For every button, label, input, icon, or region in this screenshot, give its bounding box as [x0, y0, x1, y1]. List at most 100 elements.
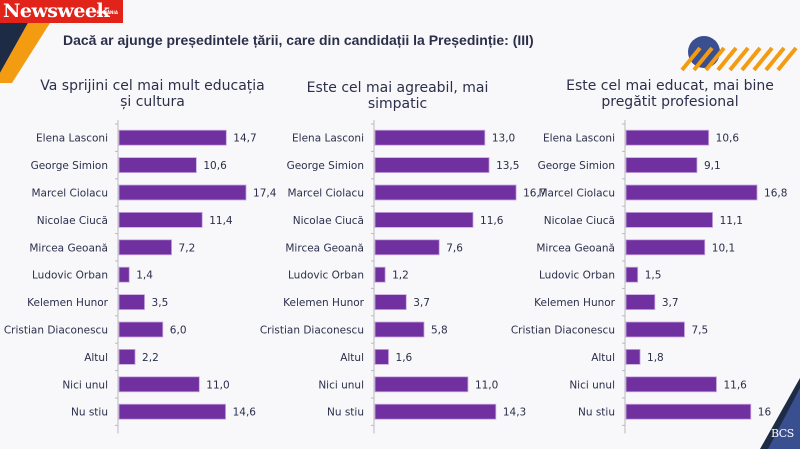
circle-stripes-decoration	[680, 36, 798, 72]
bar	[118, 376, 200, 393]
chart-educated: Elena Lasconi 10,6 George Simion 9,1 Marcel …	[511, 120, 787, 434]
category-label: George Simion	[287, 160, 364, 172]
newsweek-logo-text: Newsweek	[3, 0, 110, 22]
category-label: Cristian Diaconescu	[511, 325, 615, 337]
bar	[118, 157, 197, 173]
value-label: 7,2	[179, 242, 196, 254]
bar	[374, 321, 425, 338]
category-label: Marcel Ciolacu	[538, 188, 615, 200]
category-label: Nicolae Ciucă	[37, 215, 108, 227]
bar	[374, 129, 486, 146]
value-label: 11,6	[723, 379, 747, 391]
category-label: Mircea Geoană	[285, 242, 364, 254]
corner-stripes-decoration	[0, 23, 50, 83]
category-label: Kelemen Hunor	[283, 297, 365, 309]
value-label: 16,8	[764, 188, 787, 200]
bar	[625, 294, 656, 311]
value-label: 11,0	[475, 379, 498, 391]
value-label: 14,6	[233, 407, 257, 419]
category-label: Nu stiu	[578, 407, 615, 419]
bar	[625, 376, 717, 393]
category-label: Ludovic Orban	[32, 270, 108, 282]
bar	[374, 294, 407, 311]
chart-1-title-line-2: și cultura	[120, 94, 185, 110]
value-label: 14,3	[503, 407, 526, 419]
chart-1-title-line-1: Va sprijini cel mai mult educația	[40, 78, 265, 94]
bar	[625, 157, 698, 173]
value-label: 1,8	[647, 352, 664, 364]
bcs-logo: BCS	[771, 427, 794, 440]
value-label: 2,2	[142, 352, 159, 364]
value-label: 17,4	[253, 188, 277, 200]
bar	[625, 348, 641, 365]
bar	[118, 239, 172, 256]
bar	[118, 129, 227, 146]
value-label: 6,0	[170, 325, 187, 337]
bar	[118, 184, 247, 201]
chart-2-title: Este cel mai agreabil, mai simpatic	[290, 80, 505, 112]
value-label: 1,2	[392, 270, 409, 282]
bar	[374, 212, 474, 228]
bar	[118, 348, 136, 365]
category-label: George Simion	[538, 160, 615, 172]
category-label: Cristian Diaconescu	[260, 325, 364, 337]
newsweek-logo: Newsweek ROMÂNIA	[0, 0, 123, 23]
bar	[625, 212, 713, 228]
category-label: Marcel Ciolacu	[287, 188, 364, 200]
bar	[374, 184, 517, 201]
bar	[118, 403, 226, 420]
corner-triangle-decoration	[760, 378, 800, 449]
bar	[118, 266, 130, 283]
bar	[625, 403, 752, 420]
value-label: 11,1	[720, 215, 743, 227]
category-label: Cristian Diaconescu	[4, 325, 108, 337]
category-label: Elena Lasconi	[543, 133, 615, 145]
category-label: Kelemen Hunor	[534, 297, 616, 309]
value-label: 1,6	[396, 352, 413, 364]
value-label: 16,7	[523, 188, 546, 200]
chart-agreeable: Elena Lasconi 13,0 George Simion 13,5 Marcel…	[260, 120, 547, 434]
chart-1-title: Va sprijini cel mai mult educația și cul…	[30, 78, 275, 110]
category-label: George Simion	[31, 160, 108, 172]
value-label: 5,8	[431, 325, 448, 337]
category-label: Nicolae Ciucă	[544, 215, 615, 227]
bar	[118, 294, 145, 311]
bar	[374, 157, 490, 173]
category-label: Elena Lasconi	[292, 133, 364, 145]
page-title: Dacă ar ajunge președintele țării, care …	[63, 32, 534, 48]
chart-3-title-line-1: Este cel mai educat, mai bine	[566, 78, 774, 94]
bar	[374, 239, 440, 256]
value-label: 13,5	[496, 160, 519, 172]
category-label: Mircea Geoană	[536, 242, 615, 254]
bar	[625, 129, 710, 146]
category-label: Nu stiu	[71, 407, 108, 419]
value-label: 10,6	[203, 160, 227, 172]
value-label: 7,5	[692, 325, 709, 337]
category-label: Nu stiu	[327, 407, 364, 419]
category-label: Altul	[340, 352, 364, 364]
bar	[374, 376, 469, 393]
orange-stripe	[0, 23, 50, 83]
category-label: Kelemen Hunor	[27, 297, 109, 309]
bar	[625, 266, 639, 283]
bar	[374, 266, 386, 283]
category-label: Elena Lasconi	[36, 133, 108, 145]
orange-hatch	[680, 46, 798, 72]
bar	[625, 321, 685, 338]
category-label: Altul	[84, 352, 108, 364]
bar	[118, 212, 203, 228]
category-label: Mircea Geoană	[29, 242, 108, 254]
chart-3-title-line-2: pregătit profesional	[601, 94, 739, 110]
newsweek-logo-subtext: ROMÂNIA	[96, 10, 119, 15]
value-label: 1,5	[645, 270, 662, 282]
category-label: Nici unul	[318, 379, 364, 391]
chart-education-culture: Elena Lasconi 14,7 George Simion 10,6 Marcel…	[4, 120, 277, 434]
category-label: Nicolae Ciucă	[293, 215, 364, 227]
blue-circle	[688, 36, 720, 68]
chart-3-title: Este cel mai educat, mai bine pregătit p…	[555, 78, 785, 110]
value-label: 9,1	[704, 160, 721, 172]
bar	[625, 184, 758, 201]
bar	[118, 321, 164, 338]
bar	[374, 348, 389, 365]
bar	[625, 239, 706, 256]
